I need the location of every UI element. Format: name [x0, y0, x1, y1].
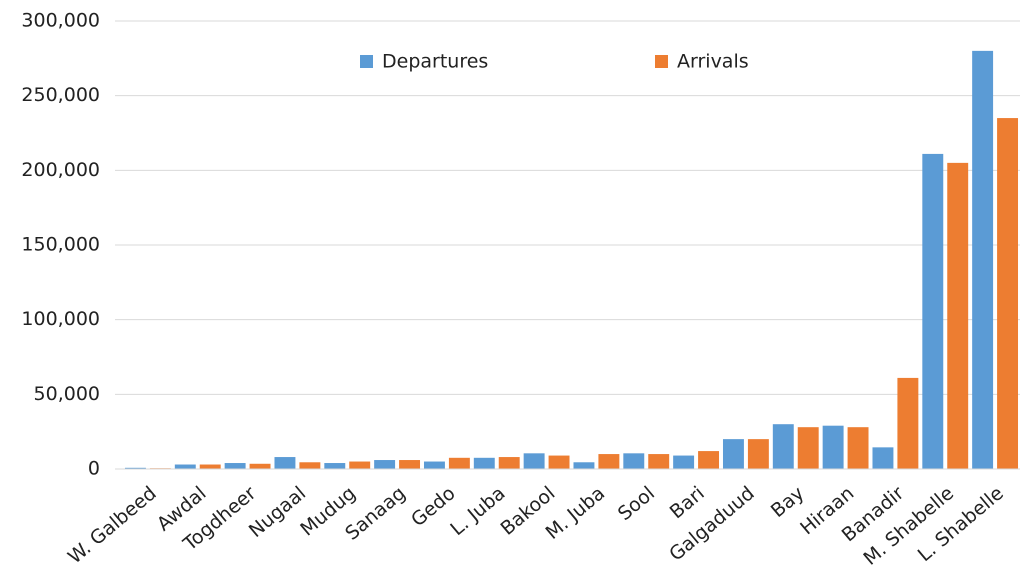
- bar: [872, 447, 894, 469]
- bar: [772, 424, 794, 469]
- bar: [922, 153, 944, 469]
- bar: [623, 453, 645, 469]
- y-tick-label: 50,000: [34, 383, 100, 405]
- y-tick-label: 250,000: [21, 84, 100, 106]
- bar: [374, 460, 396, 469]
- bar: [972, 50, 994, 469]
- y-tick-label: 0: [88, 458, 100, 480]
- bar: [747, 439, 769, 469]
- y-tick-label: 200,000: [21, 159, 100, 181]
- bar: [249, 463, 271, 469]
- bar: [324, 463, 346, 469]
- bar: [399, 460, 421, 469]
- bar: [423, 461, 445, 469]
- y-tick-label: 150,000: [21, 234, 100, 256]
- bar: [573, 462, 595, 469]
- bar: [722, 439, 744, 469]
- bar: [673, 455, 695, 469]
- legend-label: Departures: [382, 51, 488, 73]
- bar: [523, 453, 545, 469]
- bar: [224, 463, 246, 469]
- bar: [598, 454, 620, 469]
- bar: [473, 457, 495, 469]
- y-tick-label: 100,000: [21, 308, 100, 330]
- legend-swatch: [655, 55, 668, 68]
- x-tick-label: Nugaal: [245, 482, 310, 542]
- x-tick-label: W. Galbeed: [64, 482, 161, 568]
- bar: [548, 455, 570, 469]
- bar: [448, 457, 470, 469]
- bar: [797, 427, 819, 469]
- legend-swatch: [360, 55, 373, 68]
- bar: [897, 377, 919, 469]
- bar: [349, 461, 371, 469]
- bar: [822, 425, 844, 469]
- bar: [498, 457, 520, 469]
- bar: [847, 427, 869, 469]
- bar: [174, 464, 196, 469]
- bar: [299, 462, 321, 469]
- bar: [947, 162, 969, 469]
- bar: [199, 464, 221, 469]
- bar: [648, 454, 670, 469]
- bar: [698, 451, 720, 469]
- legend-label: Arrivals: [677, 51, 749, 73]
- x-tick-label: Sool: [614, 482, 659, 525]
- bar: [997, 118, 1019, 470]
- y-tick-label: 300,000: [21, 10, 100, 32]
- bar: [124, 467, 146, 469]
- bar: [274, 457, 296, 469]
- x-tick-label: L. Juba: [446, 482, 509, 540]
